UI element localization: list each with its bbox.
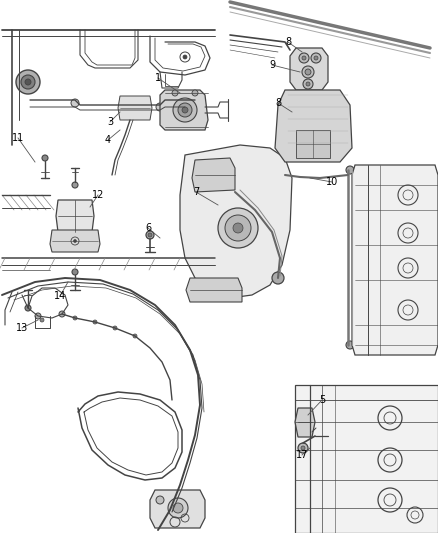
Text: 8: 8 <box>285 37 291 47</box>
Polygon shape <box>296 130 330 158</box>
Polygon shape <box>118 96 152 120</box>
Circle shape <box>346 341 354 349</box>
Circle shape <box>25 79 31 85</box>
Circle shape <box>172 90 178 96</box>
Text: 11: 11 <box>12 133 24 143</box>
Text: 17: 17 <box>296 450 308 460</box>
Circle shape <box>72 182 78 188</box>
Text: 14: 14 <box>54 291 66 301</box>
Text: 4: 4 <box>105 135 111 145</box>
Circle shape <box>59 311 65 317</box>
Circle shape <box>40 318 44 322</box>
Circle shape <box>156 103 164 111</box>
Text: 12: 12 <box>92 190 104 200</box>
Circle shape <box>233 223 243 233</box>
Text: 3: 3 <box>107 117 113 127</box>
Text: 13: 13 <box>16 323 28 333</box>
Polygon shape <box>180 145 292 298</box>
Circle shape <box>25 305 31 311</box>
Circle shape <box>192 90 198 96</box>
Circle shape <box>311 53 321 63</box>
Circle shape <box>298 443 308 453</box>
Text: 9: 9 <box>269 60 275 70</box>
Circle shape <box>225 215 251 241</box>
Circle shape <box>16 70 40 94</box>
Circle shape <box>299 53 309 63</box>
Circle shape <box>306 82 310 86</box>
Text: 5: 5 <box>319 395 325 405</box>
Circle shape <box>113 326 117 330</box>
Circle shape <box>173 503 183 513</box>
Circle shape <box>93 320 97 324</box>
Circle shape <box>21 75 35 89</box>
Circle shape <box>302 66 314 78</box>
Circle shape <box>168 498 188 518</box>
Circle shape <box>302 56 306 60</box>
Polygon shape <box>352 165 438 355</box>
Text: 6: 6 <box>145 223 151 233</box>
Circle shape <box>72 269 78 275</box>
Polygon shape <box>290 48 328 90</box>
Circle shape <box>303 79 313 89</box>
Circle shape <box>301 446 305 450</box>
Text: 7: 7 <box>193 187 199 197</box>
Circle shape <box>178 103 192 117</box>
Circle shape <box>156 496 164 504</box>
Polygon shape <box>192 158 235 192</box>
Circle shape <box>35 313 41 319</box>
Polygon shape <box>275 90 352 162</box>
Text: 1: 1 <box>155 73 161 83</box>
Polygon shape <box>150 490 205 528</box>
Circle shape <box>146 231 154 239</box>
Polygon shape <box>160 90 208 130</box>
Polygon shape <box>56 200 94 232</box>
Text: 10: 10 <box>326 177 338 187</box>
Circle shape <box>42 155 48 161</box>
Circle shape <box>305 69 311 75</box>
Circle shape <box>272 272 284 284</box>
Polygon shape <box>186 278 242 302</box>
Polygon shape <box>295 408 315 437</box>
Circle shape <box>74 239 77 243</box>
Circle shape <box>346 166 354 174</box>
Polygon shape <box>295 385 438 533</box>
Circle shape <box>182 107 188 113</box>
Circle shape <box>183 55 187 59</box>
Circle shape <box>218 208 258 248</box>
Circle shape <box>148 233 152 237</box>
Polygon shape <box>50 230 100 252</box>
Circle shape <box>133 334 137 338</box>
Circle shape <box>314 56 318 60</box>
Text: 8: 8 <box>275 98 281 108</box>
Circle shape <box>71 99 79 107</box>
Circle shape <box>173 98 197 122</box>
Circle shape <box>73 316 77 320</box>
